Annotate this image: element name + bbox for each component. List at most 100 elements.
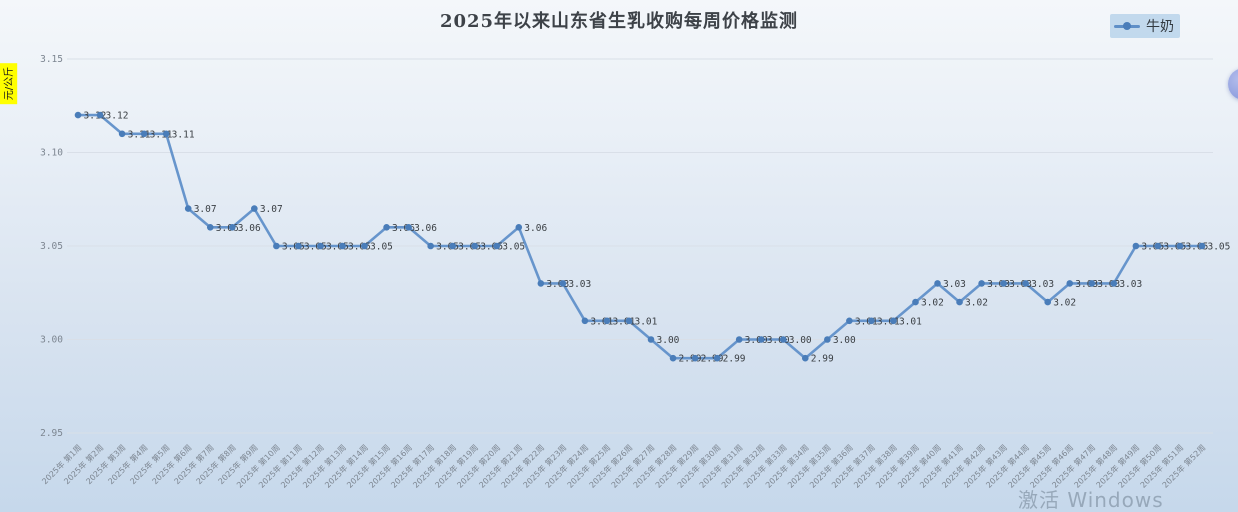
data-point[interactable] xyxy=(184,205,192,212)
legend-item-milk[interactable]: 牛奶 xyxy=(1110,14,1180,38)
data-label: 3.06 xyxy=(524,223,547,234)
data-point[interactable] xyxy=(647,336,655,343)
data-label: 3.03 xyxy=(568,279,591,290)
data-point[interactable] xyxy=(251,205,258,212)
data-point[interactable] xyxy=(96,111,104,119)
y-tick-label: 3.05 xyxy=(40,241,63,252)
data-point[interactable] xyxy=(361,242,368,250)
data-point[interactable] xyxy=(206,224,214,231)
data-point[interactable] xyxy=(427,242,434,250)
data-label: 3.02 xyxy=(921,298,944,309)
data-label: 3.06 xyxy=(392,223,415,234)
y-tick-label: 3.15 xyxy=(40,54,63,65)
data-point[interactable] xyxy=(1000,280,1007,287)
data-point[interactable] xyxy=(273,242,280,250)
data-label: 3.11 xyxy=(128,129,151,140)
data-point[interactable] xyxy=(912,298,919,306)
data-label: 2.99 xyxy=(811,354,834,365)
floating-widget[interactable] xyxy=(1228,68,1238,100)
data-label: 3.03 xyxy=(1009,279,1032,290)
data-label: 3.05 xyxy=(1185,242,1208,253)
data-label: 3.00 xyxy=(833,335,856,346)
data-label: 3.05 xyxy=(1207,242,1230,253)
data-label: 3.12 xyxy=(106,111,129,122)
data-point[interactable] xyxy=(669,354,677,362)
data-label: 3.12 xyxy=(84,111,107,122)
data-point[interactable] xyxy=(625,317,633,325)
data-point[interactable] xyxy=(339,242,346,250)
data-point[interactable] xyxy=(162,130,170,138)
data-point[interactable] xyxy=(1198,242,1206,250)
data-label: 3.05 xyxy=(1163,242,1186,253)
data-point[interactable] xyxy=(691,354,699,362)
data-label: 2.99 xyxy=(701,354,724,365)
data-label: 3.03 xyxy=(1031,279,1054,290)
data-point[interactable] xyxy=(1022,280,1029,287)
data-point[interactable] xyxy=(1044,298,1052,306)
data-label: 2.99 xyxy=(679,354,702,365)
data-point[interactable] xyxy=(140,130,148,138)
data-point[interactable] xyxy=(515,224,523,231)
data-point[interactable] xyxy=(890,317,897,325)
data-label: 3.01 xyxy=(877,316,900,327)
data-point[interactable] xyxy=(824,336,831,343)
data-point[interactable] xyxy=(1132,242,1140,250)
data-point[interactable] xyxy=(559,280,567,287)
data-label: 3.05 xyxy=(282,242,305,253)
data-point[interactable] xyxy=(757,336,765,343)
data-point[interactable] xyxy=(1066,280,1074,287)
data-point[interactable] xyxy=(383,224,390,231)
data-point[interactable] xyxy=(868,317,875,325)
data-label: 3.05 xyxy=(458,242,481,253)
data-point[interactable] xyxy=(471,242,479,250)
data-point[interactable] xyxy=(779,336,787,343)
data-point[interactable] xyxy=(1110,280,1118,287)
data-point[interactable] xyxy=(934,280,941,287)
series-line[interactable] xyxy=(76,113,1204,360)
data-point[interactable] xyxy=(1154,242,1162,250)
data-label: 3.05 xyxy=(326,242,349,253)
data-point[interactable] xyxy=(537,280,545,287)
data-point[interactable] xyxy=(74,111,82,119)
data-point[interactable] xyxy=(581,317,589,325)
data-label: 3.00 xyxy=(657,335,680,346)
data-label: 3.03 xyxy=(1097,279,1120,290)
data-point[interactable] xyxy=(1088,280,1096,287)
activate-windows-watermark: 激活 Windows xyxy=(1018,488,1164,512)
data-point[interactable] xyxy=(603,317,611,325)
data-point[interactable] xyxy=(317,242,324,250)
data-label: 3.06 xyxy=(414,223,437,234)
data-point[interactable] xyxy=(493,242,501,250)
data-label: 3.05 xyxy=(348,242,371,253)
data-point[interactable] xyxy=(735,336,743,343)
data-label: 3.05 xyxy=(304,242,327,253)
data-point[interactable] xyxy=(295,242,302,250)
data-point[interactable] xyxy=(228,224,236,231)
data-point[interactable] xyxy=(713,354,721,362)
data-point[interactable] xyxy=(449,242,456,250)
data-point[interactable] xyxy=(118,130,126,138)
data-point[interactable] xyxy=(801,354,809,362)
y-tick-label: 3.00 xyxy=(40,335,63,346)
data-label: 3.00 xyxy=(767,335,790,346)
data-point[interactable] xyxy=(405,224,412,231)
data-label: 3.02 xyxy=(1053,298,1076,309)
data-point[interactable] xyxy=(978,280,985,287)
data-label: 3.05 xyxy=(436,242,459,253)
data-label: 3.02 xyxy=(965,298,988,309)
data-label: 3.01 xyxy=(634,316,657,327)
data-label: 3.03 xyxy=(1119,279,1142,290)
y-tick-label: 3.10 xyxy=(40,148,63,159)
y-tick-label: 2.95 xyxy=(40,428,63,439)
data-point[interactable] xyxy=(956,298,963,306)
data-label: 3.11 xyxy=(172,129,195,140)
data-label: 3.00 xyxy=(745,335,768,346)
data-label: 3.06 xyxy=(238,223,261,234)
data-label: 3.00 xyxy=(789,335,812,346)
data-point[interactable] xyxy=(1176,242,1184,250)
data-point[interactable] xyxy=(846,317,853,325)
chart-title: 2025年以来山东省生乳收购每周价格监测 xyxy=(439,11,799,32)
data-label: 3.01 xyxy=(612,316,635,327)
legend-label: 牛奶 xyxy=(1146,19,1174,35)
